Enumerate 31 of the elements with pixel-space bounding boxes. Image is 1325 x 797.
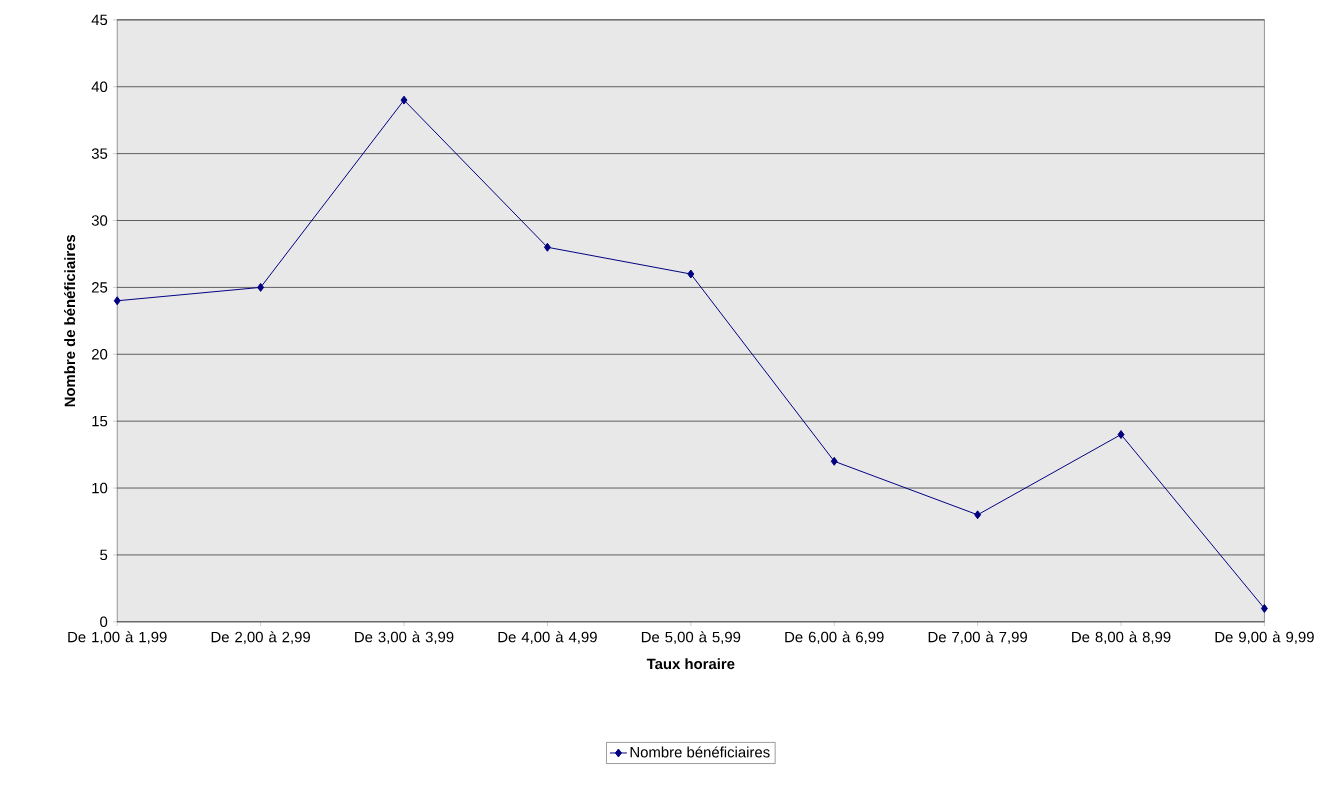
x-tick-label: De 4,00 à 4,99 — [498, 631, 597, 645]
point — [687, 269, 695, 279]
point — [400, 95, 408, 105]
x-tick-label: De 3,00 à 3,99 — [355, 631, 454, 645]
y-tick-label: 5 — [100, 549, 108, 561]
y-tick-label: 40 — [91, 81, 108, 93]
x-axis-title: Taux horaire — [646, 658, 735, 670]
point — [543, 242, 551, 252]
legend-label: Nombre bénéficiaires — [630, 746, 770, 758]
y-tick-label: 20 — [91, 349, 108, 360]
x-tick-label: De 2,00 à 2,99 — [211, 631, 310, 645]
x-tick-label: De 8,00 à 8,99 — [1072, 631, 1171, 645]
y-tick-label: 10 — [92, 482, 108, 494]
point — [113, 296, 121, 306]
x-tick-label: De 9,00 à 9,99 — [1215, 631, 1314, 645]
y-tick-label: 45 — [91, 14, 108, 26]
x-tick-label: De 5,00 à 5,99 — [641, 631, 741, 645]
y-tick-label: 15 — [92, 416, 108, 427]
x-tick-label: De 6,00 à 6,99 — [785, 631, 884, 645]
y-tick-label: 25 — [91, 282, 108, 293]
y-axis-title: Nombre de bénéficiaires — [64, 235, 76, 407]
y-tick-label: 35 — [91, 148, 108, 160]
point — [1117, 430, 1125, 440]
point — [974, 510, 982, 520]
x-tick-label: De 1,00 à 1,99 — [68, 631, 167, 645]
y-tick-label: 30 — [91, 215, 108, 226]
point — [1260, 604, 1268, 614]
x-tick-label: De 7,00 à 7,99 — [928, 631, 1027, 645]
point — [257, 283, 265, 293]
y-tick-label: 0 — [100, 616, 108, 628]
point — [830, 456, 838, 466]
